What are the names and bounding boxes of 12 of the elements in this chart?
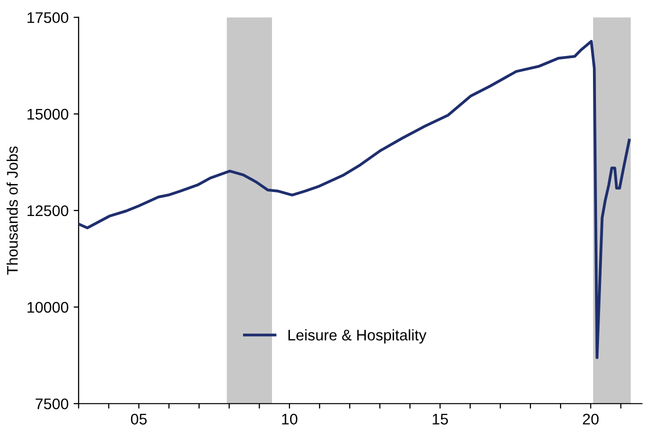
legend-label: Leisure & Hospitality <box>288 329 426 344</box>
line-series <box>78 40 631 360</box>
y-tick-label: 15000 <box>28 108 68 120</box>
y-tick-label: 7500 <box>36 398 68 410</box>
x-tick-label: 10 <box>282 414 298 425</box>
y-tick-label: 12500 <box>28 205 68 216</box>
x-tick-label: 15 <box>432 414 448 425</box>
x-tick-label: 20 <box>582 414 599 425</box>
y-tick-label: 10000 <box>28 302 68 313</box>
y-axis-title: Thousands of Jobs <box>6 146 18 275</box>
x-tick-label: 05 <box>130 414 147 425</box>
y-tick-label: 17500 <box>28 12 68 24</box>
